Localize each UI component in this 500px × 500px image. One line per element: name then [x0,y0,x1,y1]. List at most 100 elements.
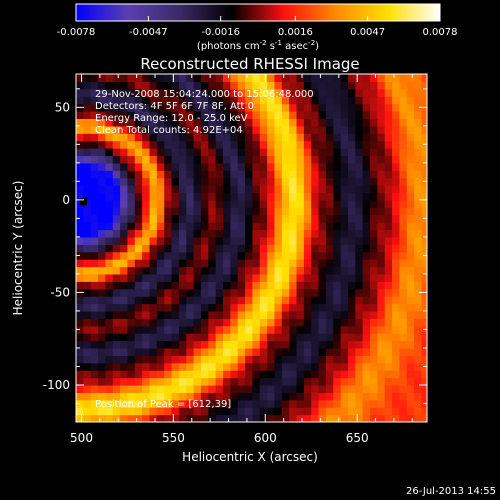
heatmap-cell [274,148,283,157]
heatmap-cell [223,407,231,416]
heatmap-cell [98,236,107,245]
heatmap-cell [333,140,342,149]
heatmap-cell [105,88,114,97]
heatmap-cell [76,303,84,312]
heatmap-cell [134,251,143,260]
heatmap-cell [98,377,107,386]
heatmap-cell [274,103,283,112]
heatmap-cell [289,229,298,238]
heatmap-cell [384,310,393,319]
heatmap-cell [377,185,386,194]
heatmap-cell [76,296,84,305]
heatmap-cell [311,340,320,349]
heatmap-cell [333,199,342,208]
heatmap-cell [377,377,386,386]
heatmap-cell [186,392,195,401]
heatmap-cell [76,125,84,134]
heatmap-cell [178,325,187,334]
heatmap-cell [105,392,114,401]
heatmap-cell [355,222,364,231]
heatmap-cell [208,384,217,393]
heatmap-cell [208,88,217,97]
heatmap-cell [76,236,84,245]
heatmap-cell [259,96,268,105]
heatmap-cell [274,288,283,297]
heatmap-cell [98,318,107,327]
heatmap-cell [399,192,408,201]
heatmap-cell [223,103,231,112]
heatmap-cell [406,259,415,268]
heatmap-cell [90,199,99,208]
heatmap-cell [362,251,371,260]
heatmap-cell [208,377,217,386]
heatmap-cell [98,310,107,319]
heatmap-cell [230,407,239,416]
heatmap-cell [289,384,298,393]
heatmap-cell [237,81,246,90]
heatmap-cell [318,177,327,186]
heatmap-cell [267,170,276,179]
heatmap-cell [325,133,334,142]
heatmap-cell [237,333,246,342]
heatmap-cell [311,377,320,386]
heatmap-cell [171,111,180,120]
heatmap-cell [223,399,231,408]
heatmap-cell [274,259,283,268]
heatmap-cell [178,214,187,223]
heatmap-cell [252,103,261,112]
heatmap-cell [215,103,224,112]
heatmap-cell [289,125,298,134]
heatmap-cell [98,133,107,142]
heatmap-cell [296,88,305,97]
heatmap-cell [274,340,283,349]
heatmap-cell [193,251,202,260]
heatmap-cell [186,222,195,231]
heatmap-cell [245,370,254,379]
heatmap-cell [134,333,143,342]
heatmap-cell [149,325,158,334]
heatmap-cell [406,325,415,334]
heatmap-cell [149,407,158,416]
heatmap-cell [237,133,246,142]
heatmap-cell [252,111,261,120]
heatmap-cell [149,207,158,216]
heatmap-cell [245,214,254,223]
heatmap-cell [112,170,121,179]
heatmap-cell [156,340,165,349]
heatmap-cell [245,222,254,231]
heatmap-cell [215,133,224,142]
heatmap-cell [392,407,401,416]
heatmap-cell [193,125,202,134]
heatmap-cell [105,125,114,134]
heatmap-cell [230,340,239,349]
heatmap-cell [112,340,121,349]
heatmap-cell [120,185,129,194]
heatmap-cell [377,244,386,253]
heatmap-cell [303,340,312,349]
heatmap-cell [230,103,239,112]
heatmap-cell [355,103,364,112]
heatmap-cell [355,125,364,134]
heatmap-cell [237,288,246,297]
heatmap-cell [377,325,386,334]
heatmap-cell [421,199,427,208]
heatmap-cell [230,362,239,371]
heatmap-cell [208,96,217,105]
heatmap-cell [164,407,173,416]
heatmap-cell [311,74,320,83]
heatmap-cell [120,96,129,105]
heatmap-cell [392,325,401,334]
heatmap-cell [303,207,312,216]
heatmap-cell [340,155,349,164]
heatmap-cell [311,162,320,171]
heatmap-cell [120,192,129,201]
heatmap-cell [347,96,356,105]
heatmap-cell [303,148,312,157]
heatmap-cell [112,155,121,164]
heatmap-cell [90,185,99,194]
heatmap-cell [340,81,349,90]
heatmap-cell [311,81,320,90]
heatmap-cell [149,318,158,327]
heatmap-cell [318,185,327,194]
heatmap-cell [355,185,364,194]
